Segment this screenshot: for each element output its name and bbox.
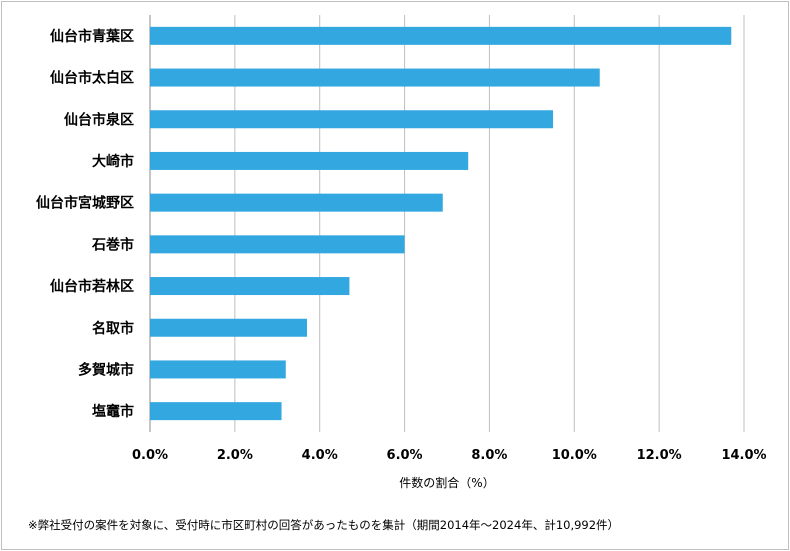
x-tick-label: 12.0% — [637, 448, 682, 463]
bar — [150, 277, 350, 296]
category-label: 塩竈市 — [92, 403, 134, 420]
x-tick-label: 10.0% — [552, 448, 597, 463]
bar — [150, 235, 405, 254]
category-label: 仙台市泉区 — [64, 111, 134, 128]
category-label: 仙台市若林区 — [50, 278, 134, 295]
bar — [150, 68, 600, 87]
bar — [150, 402, 282, 421]
x-tick-label: 8.0% — [471, 448, 507, 463]
bars — [150, 26, 732, 421]
category-label: 石巻市 — [91, 236, 134, 253]
bar — [150, 360, 286, 379]
bar — [150, 110, 554, 129]
category-label: 仙台市宮城野区 — [36, 195, 134, 212]
x-tick-label: 6.0% — [387, 448, 423, 463]
category-labels: 仙台市青葉区仙台市太白区仙台市泉区大崎市仙台市宮城野区石巻市仙台市若林区名取市多… — [36, 28, 134, 420]
x-tick-label: 14.0% — [721, 448, 766, 463]
x-tick-label: 0.0% — [132, 448, 168, 463]
x-tick-label: 2.0% — [217, 448, 253, 463]
category-label: 多賀城市 — [78, 361, 134, 378]
bar — [150, 318, 307, 337]
bar — [150, 26, 732, 45]
category-label: 仙台市青葉区 — [50, 28, 134, 45]
x-tick-label: 4.0% — [302, 448, 338, 463]
bar — [150, 151, 469, 170]
x-axis-title: 件数の割合（%） — [399, 475, 494, 490]
bar — [150, 193, 443, 212]
x-tick-labels: 0.0% 2.0% 4.0% 6.0% 8.0% 10.0% 12.0% 14.0% — [132, 448, 767, 463]
footnote: ※弊社受付の案件を対象に、受付時に市区町村の回答があったものを集計（期間2014… — [28, 518, 620, 532]
category-label: 大崎市 — [92, 153, 134, 170]
category-label: 名取市 — [92, 320, 134, 337]
category-label: 仙台市太白区 — [50, 70, 134, 87]
